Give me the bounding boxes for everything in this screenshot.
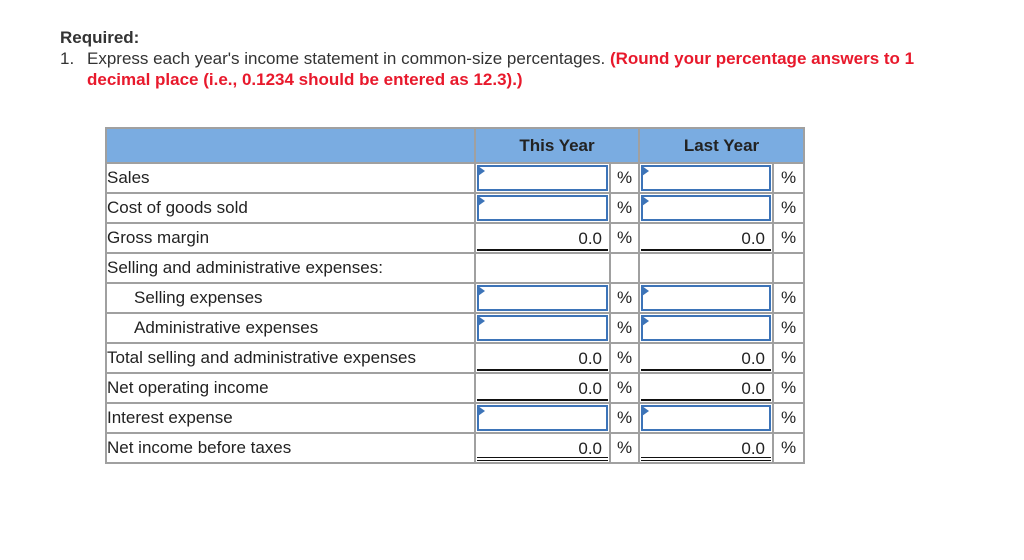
- last-year-cell: [638, 312, 774, 344]
- required-heading: Required:: [60, 28, 140, 47]
- row-label: Sales: [105, 162, 476, 194]
- last-year-percent-sign: %: [772, 372, 805, 404]
- last-year-percent-sign: %: [772, 312, 805, 344]
- common-size-income-statement-table: This Year Last Year Sales%% Cost of goods…: [105, 127, 805, 464]
- last-year-input[interactable]: [641, 195, 771, 221]
- last-year-computed-value: 0.0: [641, 344, 771, 371]
- this-year-input[interactable]: [477, 315, 608, 341]
- this-year-cell: [474, 192, 611, 224]
- this-year-input[interactable]: [477, 195, 608, 221]
- this-year-input[interactable]: [477, 405, 608, 431]
- last-year-input[interactable]: [641, 315, 771, 341]
- row-label: Gross margin: [105, 222, 476, 254]
- row-label: Total selling and administrative expense…: [105, 342, 476, 374]
- rounding-note: (Round your percentage answers to 1 deci…: [87, 49, 915, 89]
- table-row: Net income before taxes 0.0% 0.0%: [105, 432, 805, 464]
- last-year-cell: 0.0: [638, 222, 774, 254]
- table-row: Interest expense%%: [105, 402, 805, 434]
- last-year-cell: [638, 192, 774, 224]
- last-year-percent-sign: %: [772, 162, 805, 194]
- this-year-computed-value: 0.0: [477, 374, 608, 401]
- row-label: Net operating income: [105, 372, 476, 404]
- this-year-computed-value: 0.0: [477, 434, 608, 461]
- this-year-cell: [474, 162, 611, 194]
- last-year-percent-sign: [772, 252, 805, 284]
- this-year-cell: [474, 402, 611, 434]
- last-year-cell: [638, 282, 774, 314]
- requirement-1: 1. Express each year's income statement …: [60, 48, 960, 90]
- last-year-computed-value: 0.0: [641, 434, 771, 461]
- last-year-percent-sign: %: [772, 402, 805, 434]
- this-year-input[interactable]: [477, 285, 608, 311]
- this-year-cell: 0.0: [474, 222, 611, 254]
- row-label: Cost of goods sold: [105, 192, 476, 224]
- requirement-main-text: Express each year's income statement in …: [87, 49, 606, 68]
- table-header-row: This Year Last Year: [105, 127, 805, 164]
- requirement-number: 1.: [60, 49, 75, 68]
- this-year-computed-value: 0.0: [477, 344, 608, 371]
- table-row: Gross margin 0.0% 0.0%: [105, 222, 805, 254]
- last-year-input[interactable]: [641, 405, 771, 431]
- requirement-text: Express each year's income statement in …: [87, 48, 960, 90]
- last-year-cell: 0.0: [638, 342, 774, 374]
- this-year-percent-sign: %: [609, 282, 640, 314]
- last-year-percent-sign: %: [772, 192, 805, 224]
- this-year-computed-value: 0.0: [477, 224, 608, 251]
- last-year-cell: [638, 252, 774, 284]
- last-year-cell: 0.0: [638, 432, 774, 464]
- this-year-cell: 0.0: [474, 372, 611, 404]
- last-year-percent-sign: %: [772, 342, 805, 374]
- last-year-percent-sign: %: [772, 282, 805, 314]
- this-year-cell: 0.0: [474, 432, 611, 464]
- table-row: Selling and administrative expenses:: [105, 252, 805, 284]
- this-year-input[interactable]: [477, 165, 608, 191]
- last-year-input[interactable]: [641, 285, 771, 311]
- row-label: Administrative expenses: [105, 312, 476, 344]
- this-year-percent-sign: %: [609, 222, 640, 254]
- header-label-cell: [105, 127, 476, 164]
- this-year-percent-sign: %: [609, 402, 640, 434]
- row-label: Selling expenses: [105, 282, 476, 314]
- last-year-cell: 0.0: [638, 372, 774, 404]
- row-label: Selling and administrative expenses:: [105, 252, 476, 284]
- instructions: Required: 1. Express each year's income …: [60, 27, 960, 90]
- this-year-cell: [474, 312, 611, 344]
- table-row: Total selling and administrative expense…: [105, 342, 805, 374]
- header-this-year: This Year: [474, 127, 640, 164]
- this-year-percent-sign: %: [609, 372, 640, 404]
- this-year-percent-sign: %: [609, 312, 640, 344]
- this-year-percent-sign: %: [609, 432, 640, 464]
- last-year-input[interactable]: [641, 165, 771, 191]
- header-last-year: Last Year: [638, 127, 805, 164]
- last-year-percent-sign: %: [772, 222, 805, 254]
- this-year-cell: [474, 252, 611, 284]
- last-year-cell: [638, 402, 774, 434]
- table-row: Selling expenses%%: [105, 282, 805, 314]
- last-year-cell: [638, 162, 774, 194]
- row-label: Net income before taxes: [105, 432, 476, 464]
- table-row: Administrative expenses%%: [105, 312, 805, 344]
- this-year-cell: [474, 282, 611, 314]
- table-row: Sales%%: [105, 162, 805, 194]
- last-year-computed-value: 0.0: [641, 224, 771, 251]
- table-row: Cost of goods sold%%: [105, 192, 805, 224]
- table-row: Net operating income 0.0% 0.0%: [105, 372, 805, 404]
- row-label: Interest expense: [105, 402, 476, 434]
- this-year-percent-sign: [609, 252, 640, 284]
- this-year-percent-sign: %: [609, 162, 640, 194]
- this-year-cell: 0.0: [474, 342, 611, 374]
- this-year-percent-sign: %: [609, 192, 640, 224]
- this-year-percent-sign: %: [609, 342, 640, 374]
- last-year-computed-value: 0.0: [641, 374, 771, 401]
- last-year-percent-sign: %: [772, 432, 805, 464]
